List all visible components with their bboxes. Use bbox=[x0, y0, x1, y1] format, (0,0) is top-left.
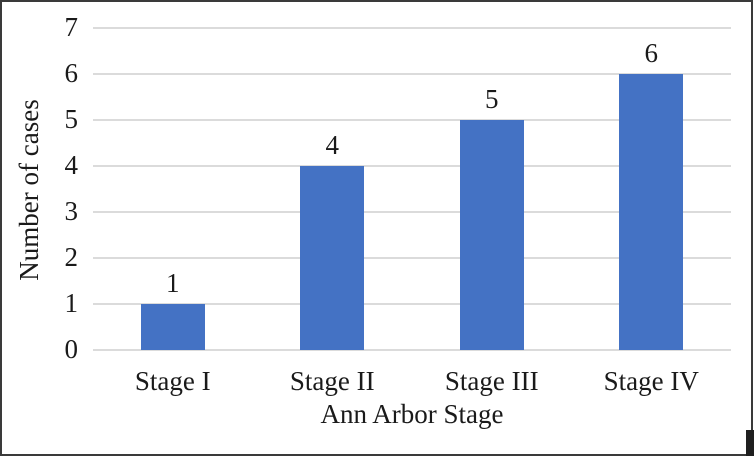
x-tick-label-stage-i: Stage I bbox=[134, 366, 211, 396]
x-tick-label-stage-iii: Stage III bbox=[444, 366, 539, 396]
bar-value-label-stage-iii: 5 bbox=[485, 84, 499, 114]
x-axis-title: Ann Arbor Stage bbox=[320, 399, 504, 429]
y-tick-label-0: 0 bbox=[64, 334, 79, 364]
bar-stage-ii bbox=[300, 166, 365, 350]
gridline-y-2 bbox=[93, 257, 731, 259]
bar-stage-iii bbox=[459, 120, 524, 350]
bar-stage-i bbox=[140, 304, 205, 350]
gridline-y-6 bbox=[93, 73, 731, 75]
y-tick-label-4: 4 bbox=[64, 150, 79, 180]
bar-stage-iv bbox=[619, 74, 684, 350]
gridline-y-7 bbox=[93, 27, 731, 29]
y-axis-title: Number of cases bbox=[14, 99, 44, 281]
y-tick-label-5: 5 bbox=[64, 104, 79, 134]
bar-value-label-stage-ii: 4 bbox=[325, 130, 340, 160]
y-tick-label-3: 3 bbox=[64, 196, 79, 226]
bar-value-label-stage-i: 1 bbox=[166, 268, 180, 298]
gridline-y-1 bbox=[93, 303, 731, 305]
y-tick-label-1: 1 bbox=[64, 288, 79, 318]
scan-artifact-mark bbox=[746, 430, 754, 456]
gridline-y-0 bbox=[93, 349, 731, 351]
y-tick-label-7: 7 bbox=[64, 12, 79, 42]
y-tick-label-6: 6 bbox=[64, 58, 79, 88]
x-tick-label-stage-iv: Stage IV bbox=[603, 366, 699, 396]
gridline-y-5 bbox=[93, 119, 731, 121]
gridline-y-3 bbox=[93, 211, 731, 213]
gridline-y-4 bbox=[93, 165, 731, 167]
bar-value-label-stage-iv: 6 bbox=[644, 38, 659, 68]
x-tick-label-stage-ii: Stage II bbox=[289, 366, 375, 396]
y-tick-label-2: 2 bbox=[64, 242, 79, 272]
